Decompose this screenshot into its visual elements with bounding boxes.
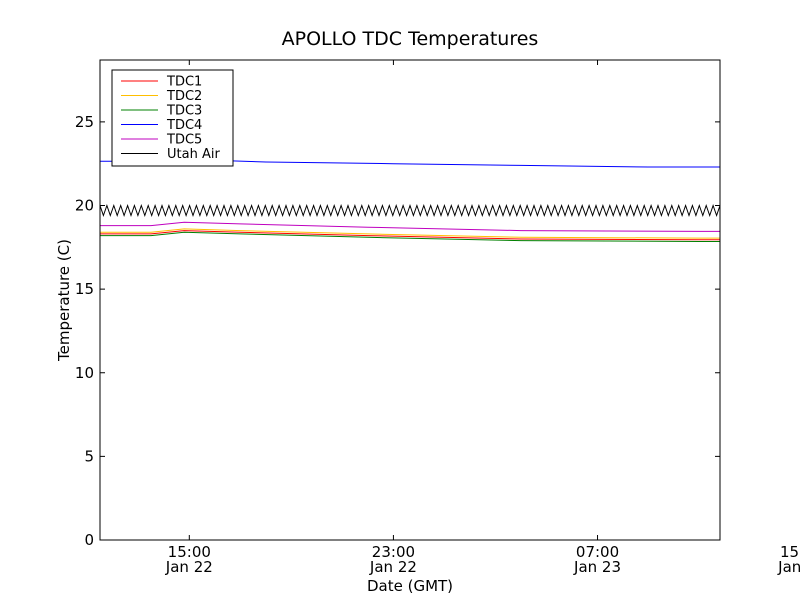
y-tick-label: 0 (84, 531, 94, 549)
series-line-utah-air (100, 203, 720, 218)
series-line-tdc1 (100, 230, 720, 241)
x-tick-label-date: Jan 22 (369, 558, 417, 576)
legend-label-tdc5: TDC5 (166, 133, 202, 148)
series-line-tdc2 (100, 228, 720, 239)
x-tick-label-time: 15:00 (168, 543, 211, 561)
legend-label-tdc2: TDC2 (166, 89, 202, 104)
x-tick-label-time: 15:00 (780, 543, 800, 561)
x-axis-label: Date (GMT) (367, 577, 453, 595)
legend-label-tdc1: TDC1 (166, 75, 202, 90)
chart-title: APOLLO TDC Temperatures (282, 28, 539, 50)
y-tick-label: 15 (75, 280, 94, 298)
x-tick-label-time: 07:00 (576, 543, 619, 561)
x-tick-label-time: 23:00 (372, 543, 415, 561)
y-tick-label: 5 (84, 447, 94, 465)
x-tick-label-date: Jan 22 (165, 558, 213, 576)
y-axis-label: Temperature (C) (55, 239, 73, 362)
y-tick-label: 10 (75, 364, 94, 382)
legend-label-tdc3: TDC3 (166, 104, 202, 119)
x-tick-label-date: Jan 23 (573, 558, 621, 576)
x-tick-label-date: Jan 23 (777, 558, 800, 576)
series-line-tdc3 (100, 231, 720, 242)
plot-area-frame (99, 59, 721, 541)
legend-label-utah-air: Utah Air (167, 147, 220, 162)
legend-label-tdc4: TDC4 (166, 118, 202, 133)
legend-box (111, 69, 234, 167)
y-tick-label: 20 (75, 197, 94, 215)
series-line-tdc5 (100, 221, 720, 232)
y-tick-label: 25 (75, 113, 94, 131)
